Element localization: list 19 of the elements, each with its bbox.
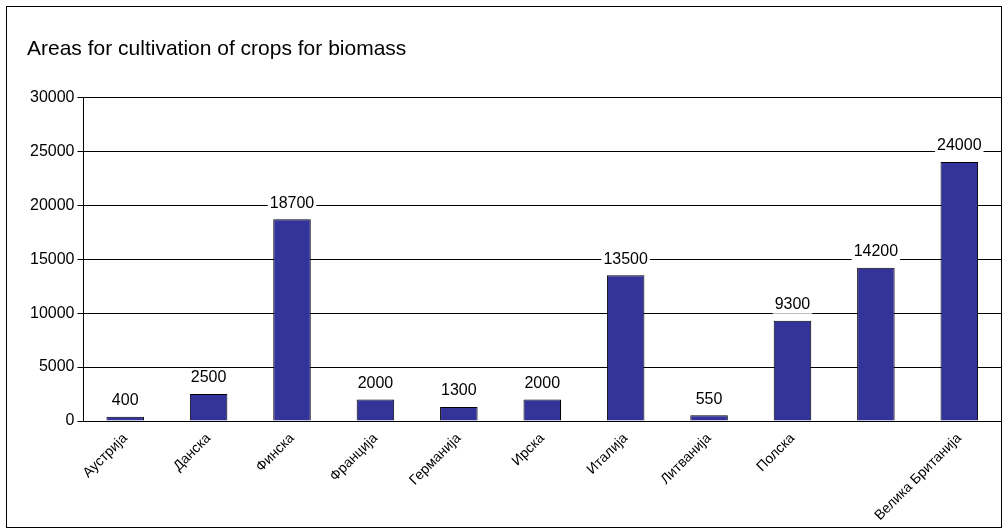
data-label: 18700: [269, 193, 315, 211]
y-tick-label: 25000: [29, 141, 75, 159]
y-tick-label: 0: [65, 411, 75, 429]
y-tick-label: 30000: [29, 87, 75, 105]
data-label: 9300: [774, 295, 811, 313]
chart-title: Areas for cultivation of crops for biomass: [27, 36, 407, 60]
data-label: 1300: [441, 381, 477, 399]
y-tick-label: 5000: [38, 357, 75, 375]
data-label: 24000: [937, 136, 982, 154]
data-label: 13500: [603, 249, 648, 267]
data-label: 2000: [357, 373, 394, 391]
data-label: 14200: [853, 242, 899, 260]
data-label: 2500: [190, 368, 227, 386]
y-tick-label: 15000: [29, 249, 75, 267]
y-tick-label: 10000: [29, 303, 75, 321]
y-tick-label: 20000: [29, 195, 75, 213]
data-label: 2000: [524, 373, 561, 391]
data-label: 550: [695, 389, 723, 407]
data-label: 400: [111, 391, 139, 409]
